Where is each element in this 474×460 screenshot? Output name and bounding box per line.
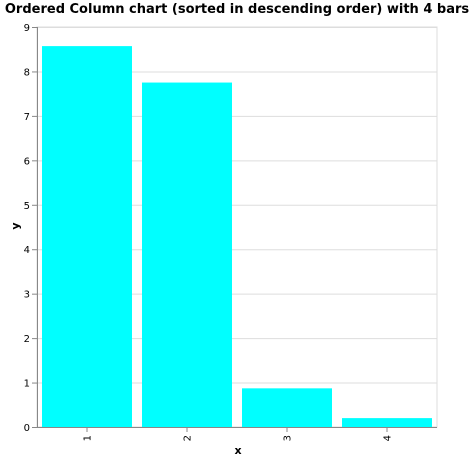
- axes: 0 1 2 3 4 5 6 7 8 9 1 2 3 4: [24, 23, 437, 441]
- bar: [142, 82, 232, 428]
- y-tick-label: 6: [24, 156, 30, 167]
- y-tick-label: 0: [24, 423, 30, 434]
- y-tick-label: 4: [24, 245, 30, 256]
- y-tick-label: 3: [24, 290, 30, 301]
- y-tick-label: 1: [24, 379, 30, 390]
- y-tick-label: 9: [24, 23, 30, 34]
- bar: [342, 418, 432, 427]
- bar: [242, 388, 332, 427]
- y-tick-label: 5: [24, 201, 30, 212]
- y-tick-label: 2: [24, 334, 30, 345]
- y-tick-label: 8: [24, 67, 30, 78]
- x-tick-label: 2: [183, 435, 194, 441]
- y-axis-title: y: [9, 222, 22, 229]
- x-tick-label: 1: [83, 435, 94, 441]
- bars: [42, 46, 432, 428]
- x-tick-label: 4: [383, 435, 394, 441]
- chart-title: Ordered Column chart (sorted in descendi…: [4, 2, 470, 17]
- y-tick-label: 7: [24, 112, 30, 123]
- x-tick-label: 3: [283, 435, 294, 441]
- x-axis-title: x: [234, 444, 241, 457]
- bar: [42, 46, 132, 427]
